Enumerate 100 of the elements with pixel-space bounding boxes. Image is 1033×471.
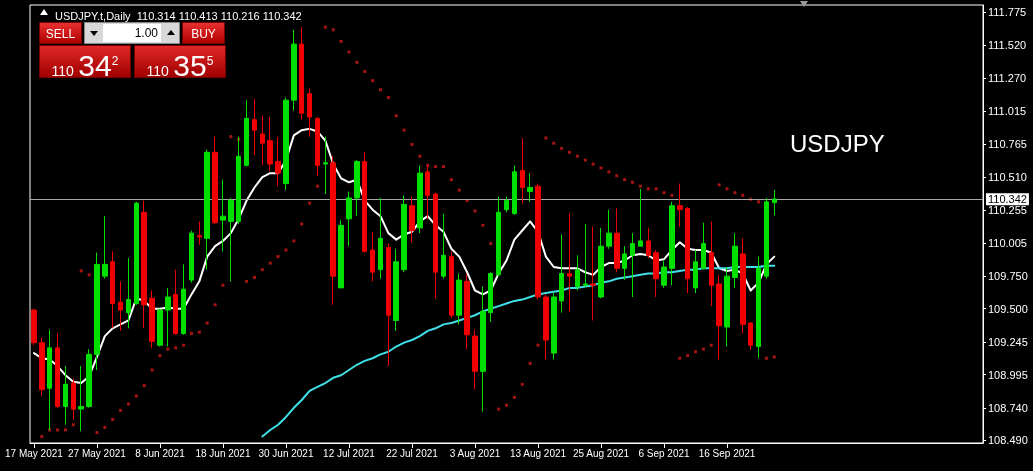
candlestick <box>740 237 746 334</box>
candlestick <box>693 249 698 294</box>
candlestick <box>173 269 178 336</box>
x-tick-label: 18 Jun 2021 <box>195 447 251 459</box>
candlestick <box>598 227 604 299</box>
candlestick <box>472 329 478 391</box>
candlestick <box>86 348 92 409</box>
candlestick <box>417 164 423 234</box>
candlestick <box>275 136 281 187</box>
candlestick <box>464 273 470 350</box>
candlestick <box>535 183 541 301</box>
lot-size-field: 1.00 <box>84 22 180 44</box>
ask-price-button: 110 35$^{5}$ <box>134 45 226 78</box>
candlestick <box>764 197 769 280</box>
candlestick <box>370 231 375 282</box>
candlestick <box>583 223 588 288</box>
candlestick <box>354 159 360 217</box>
x-tick-label: 13 Aug 2021 <box>509 447 567 459</box>
candlestick <box>102 215 108 280</box>
y-tick-label: 108.740 <box>988 401 1028 414</box>
candlestick <box>291 29 297 112</box>
text: USDJPY <box>790 129 885 157</box>
candlestick <box>622 245 627 281</box>
candlestick <box>567 213 572 312</box>
candlestick <box>590 226 596 321</box>
candlestick <box>638 188 643 247</box>
x-tick-label: 17 May 2021 <box>5 447 64 459</box>
candlestick <box>228 197 234 282</box>
candlestick <box>134 201 139 306</box>
candlestick <box>433 192 438 299</box>
candlestick <box>614 207 620 273</box>
candlestick <box>527 172 533 203</box>
candlestick <box>701 222 706 271</box>
candlestick <box>772 189 777 216</box>
x-tick-label: 22 Jul 2021 <box>386 447 439 459</box>
candlestick <box>653 249 659 298</box>
candlestick <box>716 274 722 361</box>
candlestick <box>315 116 320 177</box>
candlestick <box>551 292 557 361</box>
candlestick <box>165 287 171 348</box>
candlestick <box>504 196 509 213</box>
candlestick <box>330 155 336 306</box>
candlestick <box>126 257 131 329</box>
candlestick <box>31 308 37 346</box>
candlestick <box>63 365 68 426</box>
candlestick <box>724 266 730 348</box>
candlestick <box>520 137 525 204</box>
candlestick <box>323 136 328 195</box>
candlestick <box>71 378 76 421</box>
candlestick <box>646 227 651 259</box>
candlestick <box>543 293 549 361</box>
sell-button: SELL <box>39 22 82 44</box>
x-tick-label: 12 Jul 2021 <box>323 447 376 459</box>
candlestick <box>559 233 564 314</box>
candlestick <box>267 116 273 172</box>
candlestick <box>220 179 226 252</box>
y-tick-label: 108.995 <box>988 368 1028 381</box>
candlestick <box>606 209 612 250</box>
candlestick <box>260 115 265 166</box>
y-tick-label: 111.775 <box>988 6 1027 19</box>
candlestick <box>55 333 60 409</box>
y-tick-label: 109.245 <box>988 335 1028 348</box>
candlestick <box>669 201 675 286</box>
candlestick <box>409 196 415 243</box>
candlestick <box>110 250 115 329</box>
candlestick <box>118 280 123 332</box>
y-tick-label: 109.750 <box>988 270 1028 283</box>
candlestick <box>480 286 486 413</box>
candlestick <box>299 26 304 121</box>
candlestick <box>78 365 84 432</box>
candlestick <box>661 260 667 289</box>
candlestick <box>748 321 753 350</box>
candlestick <box>456 273 462 325</box>
candlestick <box>449 250 454 319</box>
candlestick <box>204 149 210 271</box>
annotation: 110 <box>51 63 74 79</box>
candlestick <box>488 271 493 323</box>
x-tick-label: 8 Jun 2021 <box>135 447 186 459</box>
line-series <box>32 127 776 385</box>
candlestick <box>346 190 352 247</box>
y-tick-label: 109.500 <box>988 302 1028 315</box>
y-tick-label: 110.255 <box>988 204 1027 217</box>
candlestick <box>401 194 407 273</box>
candlestick <box>677 183 683 228</box>
y-tick-label: 110.005 <box>988 236 1027 249</box>
annotation: 1.00 <box>103 24 161 42</box>
candlestick <box>157 308 163 348</box>
x-tick-label: 25 Aug 2021 <box>572 447 630 459</box>
ref-line-label: 110.342 <box>988 193 1027 206</box>
y-tick-label: 111.270 <box>988 72 1027 84</box>
candlestick <box>496 196 501 277</box>
candlestick <box>512 164 517 216</box>
x-tick-label: 6 Sep 2021 <box>638 447 691 459</box>
candlestick <box>630 232 635 298</box>
candlestick <box>685 206 690 294</box>
candlestick <box>212 136 218 225</box>
x-tick-label: 3 Aug 2021 <box>449 447 501 459</box>
y-tick-label: 111.520 <box>988 39 1027 52</box>
candlestick <box>362 151 367 254</box>
bid-price-button: 110 34$^{2}$ <box>39 45 131 78</box>
